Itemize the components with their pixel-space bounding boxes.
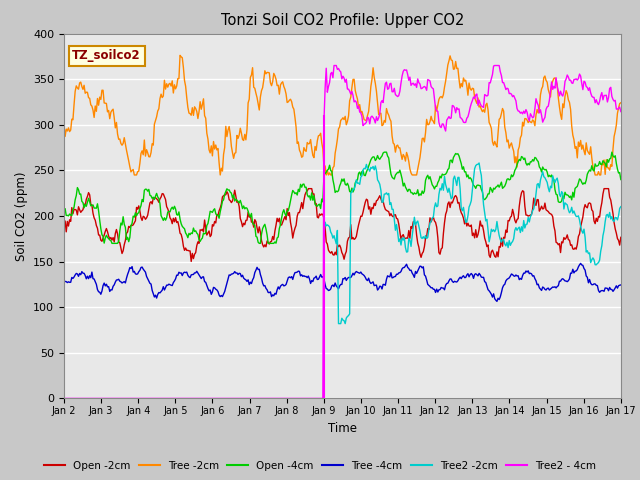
Tree2 -2cm (516, 229, 524, 235)
Open -2cm (188, 259, 195, 264)
Open -2cm (60, 221, 68, 227)
Open -4cm (362, 169, 370, 175)
Open -4cm (60, 207, 68, 213)
Tree2 - 4cm (393, 93, 401, 98)
Open -2cm (330, 252, 338, 258)
Open -2cm (519, 188, 527, 193)
Tree -4cm (606, 285, 614, 290)
Open -4cm (394, 169, 401, 175)
Tree -2cm (60, 122, 68, 128)
Open -2cm (364, 197, 371, 203)
Open -2cm (305, 186, 312, 192)
Open -4cm (617, 177, 625, 182)
Tree2 - 4cm (617, 108, 625, 114)
Tree2 -2cm (362, 166, 369, 172)
Open -4cm (329, 177, 337, 183)
Title: Tonzi Soil CO2 Profile: Upper CO2: Tonzi Soil CO2 Profile: Upper CO2 (221, 13, 464, 28)
Tree2 - 4cm (362, 120, 370, 125)
Open -4cm (380, 149, 388, 155)
Tree -4cm (328, 283, 335, 288)
Tree -2cm (131, 172, 138, 178)
Tree -2cm (606, 167, 614, 173)
Open -2cm (617, 234, 625, 240)
Legend: Open -2cm, Tree -2cm, Open -4cm, Tree -4cm, Tree2 -2cm, Tree2 - 4cm: Open -2cm, Tree -2cm, Open -4cm, Tree -4… (40, 456, 600, 475)
Tree -2cm (327, 172, 335, 178)
Line: Tree -2cm: Tree -2cm (64, 55, 621, 175)
Open -4cm (326, 162, 333, 168)
Tree2 -2cm (324, 223, 332, 228)
Tree -2cm (176, 52, 184, 58)
Text: TZ_soilco2: TZ_soilco2 (72, 49, 141, 62)
Tree2 -2cm (617, 204, 625, 210)
X-axis label: Time: Time (328, 421, 357, 434)
Open -2cm (327, 250, 335, 256)
Open -2cm (394, 216, 401, 222)
Open -4cm (519, 155, 527, 160)
Tree2 -2cm (604, 212, 611, 217)
Line: Tree2 -2cm: Tree2 -2cm (324, 163, 621, 324)
Tree -4cm (493, 299, 500, 304)
Tree -4cm (324, 288, 332, 293)
Tree -2cm (330, 163, 338, 169)
Tree -4cm (617, 282, 625, 288)
Tree2 - 4cm (518, 109, 525, 115)
Tree -2cm (519, 120, 527, 125)
Tree -4cm (60, 278, 68, 284)
Tree2 - 4cm (324, 84, 332, 89)
Open -4cm (606, 156, 614, 162)
Tree2 -2cm (328, 231, 335, 237)
Tree -4cm (392, 274, 399, 279)
Tree2 - 4cm (605, 95, 612, 100)
Tree -2cm (364, 113, 371, 119)
Tree -2cm (394, 142, 401, 148)
Line: Tree -4cm: Tree -4cm (64, 264, 621, 301)
Line: Tree2 - 4cm: Tree2 - 4cm (64, 65, 621, 398)
Tree -4cm (362, 275, 369, 280)
Tree -4cm (518, 276, 525, 282)
Tree2 - 4cm (60, 396, 68, 401)
Tree2 - 4cm (328, 70, 335, 75)
Tree -2cm (617, 100, 625, 106)
Line: Open -4cm: Open -4cm (64, 152, 621, 243)
Open -2cm (606, 194, 614, 200)
Tree2 - 4cm (330, 62, 338, 68)
Y-axis label: Soil CO2 (ppm): Soil CO2 (ppm) (15, 171, 28, 261)
Line: Open -2cm: Open -2cm (64, 189, 621, 262)
Open -4cm (108, 240, 116, 246)
Tree2 -2cm (392, 228, 399, 233)
Tree -4cm (577, 261, 584, 266)
